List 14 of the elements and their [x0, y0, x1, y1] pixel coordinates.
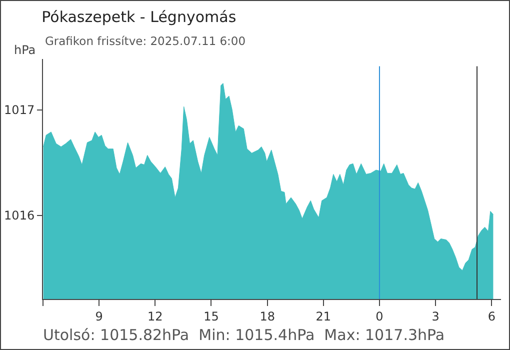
x-tick-label: 9	[95, 309, 103, 324]
y-axis-title: hPa	[14, 43, 36, 57]
x-tick-label: 18	[260, 309, 275, 324]
text: Utolsó: 1015.82hPa Min: 1015.4hPa Max: 1017.3hPa	[43, 326, 445, 344]
x-tick-label: 6	[488, 309, 496, 324]
x-tick-label: 12	[148, 309, 163, 324]
chart-title: Pókaszepetk - Légnyomás	[42, 8, 236, 26]
x-tick-label: 0	[376, 309, 384, 324]
x-tick-label: 15	[204, 309, 219, 324]
x-tick-label: 3	[432, 309, 440, 324]
y-tick-label: 1016	[4, 208, 35, 223]
x-tick-label: 21	[316, 309, 332, 324]
y-tick-label: 1017	[4, 102, 35, 117]
chart-subtitle: Grafikon frissítve: 2025.07.11 6:00	[45, 34, 246, 48]
